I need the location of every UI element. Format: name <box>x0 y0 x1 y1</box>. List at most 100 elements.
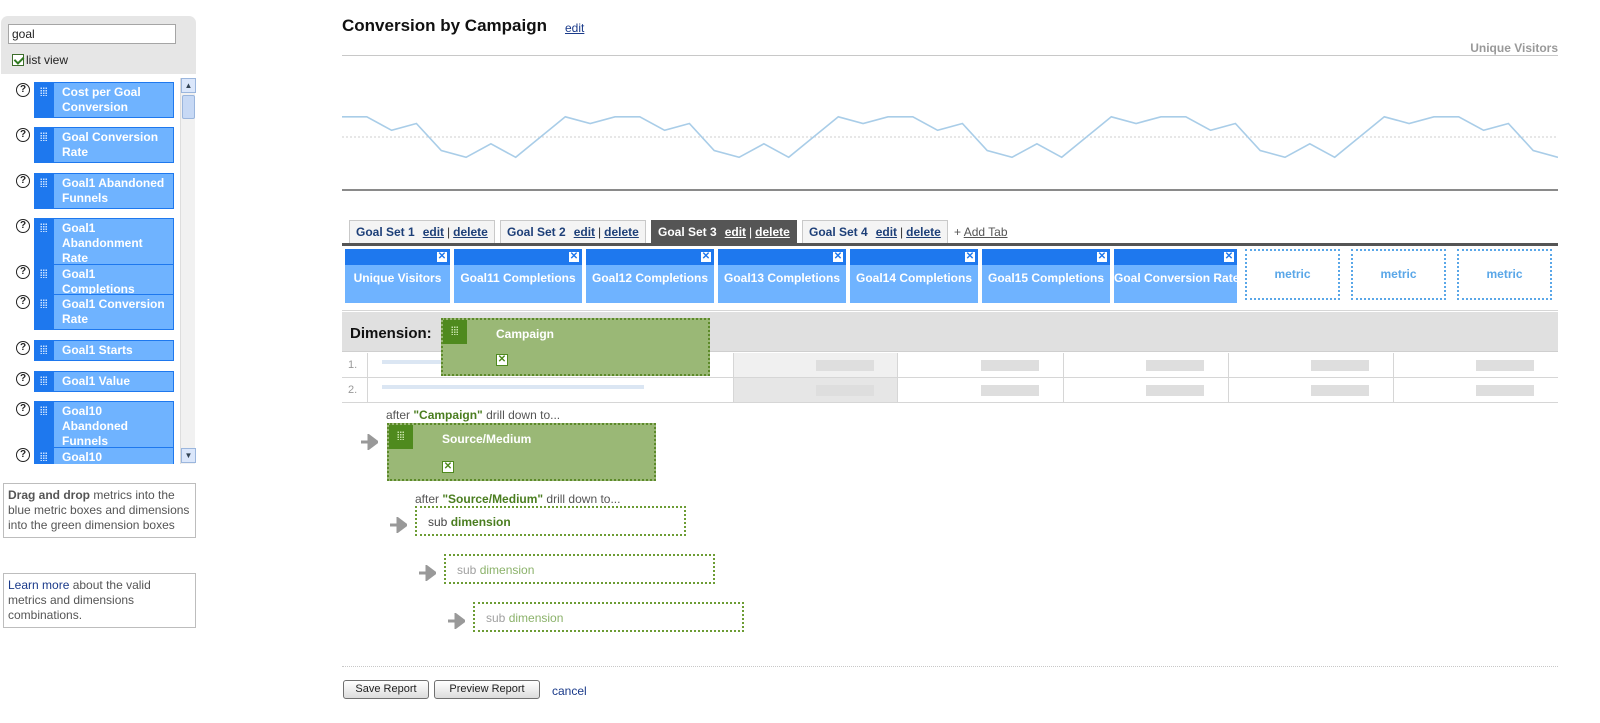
tab-separator: | <box>447 225 451 239</box>
preview-report-button[interactable]: Preview Report <box>434 680 540 699</box>
help-icon[interactable]: ? <box>16 265 30 279</box>
drag-grip-icon[interactable] <box>40 345 47 354</box>
metric-search-input[interactable] <box>8 24 176 44</box>
placeholder-value <box>1476 385 1534 396</box>
tab-goal-set-3[interactable]: Goal Set 3 edit | delete <box>651 220 797 244</box>
metric-column[interactable]: ✕ Goal15 Completions <box>982 249 1110 303</box>
add-tab-button[interactable]: + Add Tab <box>954 225 1008 239</box>
help-icon[interactable]: ? <box>16 174 30 188</box>
close-icon[interactable]: ✕ <box>1223 251 1235 263</box>
caption-text: after <box>415 492 443 506</box>
add-tab-label[interactable]: Add Tab <box>963 225 1008 239</box>
list-view-checkbox[interactable] <box>12 54 24 66</box>
drag-grip-icon[interactable] <box>40 406 47 415</box>
list-view-toggle[interactable]: list view <box>12 53 68 67</box>
help-icon[interactable]: ? <box>16 128 30 142</box>
tab-goal-set-4[interactable]: Goal Set 4 edit | delete <box>802 220 948 244</box>
sub-dimension-slot[interactable]: sub dimension <box>444 554 715 584</box>
help-icon[interactable]: ? <box>16 402 30 416</box>
metric-column[interactable]: ✕ Goal12 Completions <box>586 249 714 303</box>
metric-label: Goal1 Abandoned Funnels <box>62 176 165 205</box>
help-icon[interactable]: ? <box>16 372 30 386</box>
metric-column[interactable]: ✕ Goal11 Completions <box>454 249 582 303</box>
sub-dimension-slot[interactable]: sub dimension <box>473 602 744 632</box>
drag-grip-icon[interactable] <box>40 299 47 308</box>
drag-grip-icon[interactable] <box>40 178 47 187</box>
tab-delete-link[interactable]: delete <box>453 225 488 239</box>
scroll-up-icon[interactable]: ▲ <box>181 78 196 93</box>
empty-metric-slot[interactable]: metric <box>1245 249 1340 300</box>
close-icon[interactable]: ✕ <box>496 354 508 366</box>
page-title: Conversion by Campaign <box>342 16 547 35</box>
metric-pill[interactable]: Cost per Goal Conversion <box>34 82 174 118</box>
tab-label[interactable]: Goal Set 4 <box>809 225 868 239</box>
tab-label[interactable]: Goal Set 2 <box>507 225 566 239</box>
dimension-source-medium-box[interactable]: Source/Medium ✕ <box>387 423 656 481</box>
placeholder-text <box>382 385 644 389</box>
tab-delete-link[interactable]: delete <box>906 225 941 239</box>
metric-pill[interactable]: Goal1 Abandoned Funnels <box>34 173 174 209</box>
caption-text: drill down to... <box>543 492 621 506</box>
metric-pill[interactable]: Goal10 Abandoned Funnels <box>34 401 174 452</box>
help-icon[interactable]: ? <box>16 219 30 233</box>
metric-column[interactable]: ✕ Goal14 Completions <box>850 249 978 303</box>
empty-metric-slot[interactable]: metric <box>1457 249 1552 300</box>
scroll-down-icon[interactable]: ▼ <box>181 448 196 463</box>
tab-delete-link[interactable]: delete <box>604 225 639 239</box>
close-icon[interactable]: ✕ <box>1096 251 1108 263</box>
metric-pill[interactable]: Goal10 <box>34 447 174 464</box>
drag-grip-icon[interactable] <box>40 269 47 278</box>
tab-label[interactable]: Goal Set 1 <box>356 225 415 239</box>
drag-grip-icon[interactable] <box>40 87 47 96</box>
empty-metric-slot[interactable]: metric <box>1351 249 1446 300</box>
tab-edit-link[interactable]: edit <box>422 225 445 239</box>
drag-grip-icon[interactable] <box>40 376 47 385</box>
cell-divider <box>1228 353 1229 377</box>
drag-grip-icon[interactable] <box>40 132 47 141</box>
metric-list-scrollbar[interactable]: ▲ ▼ <box>180 78 196 464</box>
table-row: 2. <box>342 378 1558 403</box>
close-icon[interactable]: ✕ <box>568 251 580 263</box>
close-icon[interactable]: ✕ <box>964 251 976 263</box>
tab-delete-link[interactable]: delete <box>755 225 790 239</box>
tab-edit-link[interactable]: edit <box>724 225 747 239</box>
metric-pill[interactable]: Goal1 Starts <box>34 340 174 361</box>
close-icon[interactable]: ✕ <box>700 251 712 263</box>
close-icon[interactable]: ✕ <box>442 461 454 473</box>
drag-grip-icon[interactable] <box>389 425 413 449</box>
drag-grip-icon[interactable] <box>443 320 467 344</box>
metric-column[interactable]: ✕ Unique Visitors <box>345 249 450 303</box>
cancel-link[interactable]: cancel <box>552 684 587 698</box>
help-icon[interactable]: ? <box>16 448 30 462</box>
close-icon[interactable]: ✕ <box>436 251 448 263</box>
tab-goal-set-2[interactable]: Goal Set 2 edit | delete <box>500 220 646 244</box>
help-text: metrics into the blue metric boxes and d… <box>8 488 190 532</box>
row-number: 2. <box>348 384 358 396</box>
dimension-campaign-box[interactable]: Campaign ✕ <box>441 318 710 376</box>
drag-grip-icon[interactable] <box>40 223 47 232</box>
help-icon[interactable]: ? <box>16 83 30 97</box>
metric-pill[interactable]: Goal1 Value <box>34 371 174 392</box>
close-icon[interactable]: ✕ <box>832 251 844 263</box>
tab-label[interactable]: Goal Set 3 <box>658 225 717 239</box>
tab-edit-link[interactable]: edit <box>875 225 898 239</box>
metric-pill[interactable]: Goal Conversion Rate <box>34 127 174 163</box>
tab-edit-link[interactable]: edit <box>573 225 596 239</box>
sub-dimension-text: dimension <box>508 611 564 625</box>
tab-goal-set-1[interactable]: Goal Set 1 edit | delete <box>349 220 495 244</box>
edit-title-link[interactable]: edit <box>565 21 585 35</box>
learn-more-link[interactable]: Learn more <box>8 578 70 592</box>
list-view-label: list view <box>26 53 69 67</box>
drag-grip-icon[interactable] <box>40 452 47 461</box>
help-icon[interactable]: ? <box>16 341 30 355</box>
sub-dimension-slot[interactable]: sub dimension <box>415 506 686 536</box>
metric-column[interactable]: ✕ Goal Conversion Rate <box>1114 249 1239 303</box>
help-icon[interactable]: ? <box>16 295 30 309</box>
scroll-thumb[interactable] <box>182 95 195 119</box>
metric-pill[interactable]: Goal1 Abandonment Rate <box>34 218 174 269</box>
metric-pill[interactable]: Goal1 Conversion Rate <box>34 294 174 330</box>
tabs-underline <box>342 243 1558 246</box>
save-report-button[interactable]: Save Report <box>343 680 429 699</box>
dimension-name: Campaign <box>496 327 555 341</box>
metric-column[interactable]: ✕ Goal13 Completions <box>718 249 846 303</box>
